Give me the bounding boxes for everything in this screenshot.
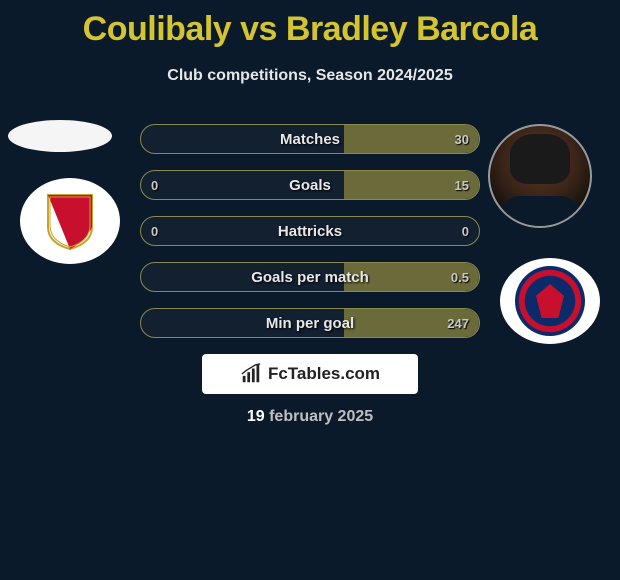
psg-badge-icon — [515, 266, 585, 336]
stat-label: Min per goal — [141, 309, 479, 337]
club-right-badge — [500, 258, 600, 344]
date-day: 19 — [247, 408, 265, 425]
stat-value-right: 30 — [455, 125, 469, 153]
chart-icon — [240, 363, 262, 385]
brand-box: FcTables.com — [202, 354, 418, 394]
player-left-avatar — [8, 120, 112, 152]
stat-row: Goals per match 0.5 — [140, 262, 480, 292]
stat-value-right: 0.5 — [451, 263, 469, 291]
stat-row: 0 Goals 15 — [140, 170, 480, 200]
stat-value-right: 0 — [462, 217, 469, 245]
brand-text: FcTables.com — [268, 364, 380, 384]
stat-label: Goals — [141, 171, 479, 199]
stat-label: Matches — [141, 125, 479, 153]
stat-label: Hattricks — [141, 217, 479, 245]
stat-value-right: 15 — [455, 171, 469, 199]
player-right-avatar — [488, 124, 592, 228]
page-title: Coulibaly vs Bradley Barcola — [0, 0, 620, 49]
subtitle: Club competitions, Season 2024/2025 — [0, 67, 620, 85]
stat-row: Min per goal 247 — [140, 308, 480, 338]
monaco-shield-icon — [46, 191, 94, 251]
stat-row: 0 Hattricks 0 — [140, 216, 480, 246]
stat-label: Goals per match — [141, 263, 479, 291]
stats-container: Matches 30 0 Goals 15 0 Hattricks 0 Goal… — [140, 124, 480, 354]
date-label: 19 february 2025 — [0, 408, 620, 426]
stat-row: Matches 30 — [140, 124, 480, 154]
club-left-badge — [20, 178, 120, 264]
date-rest: february 2025 — [265, 408, 374, 425]
stat-value-right: 247 — [447, 309, 469, 337]
